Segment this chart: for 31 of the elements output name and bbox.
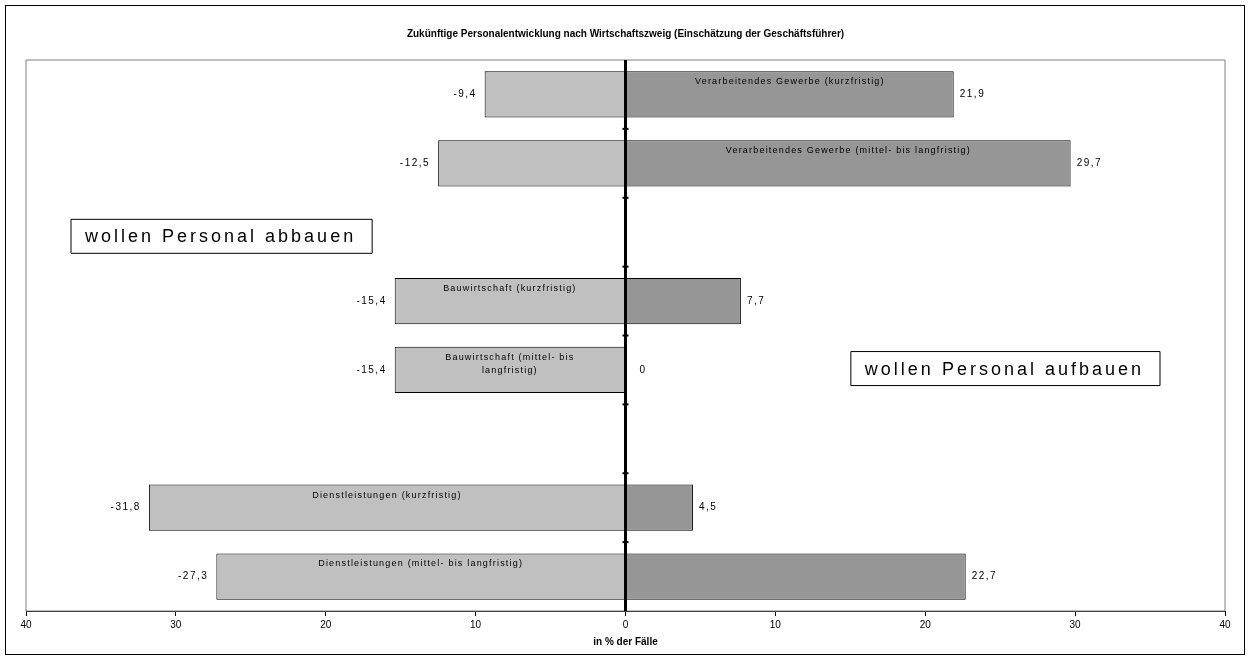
x-tick-label: 20 (320, 618, 332, 630)
x-tick-label: 10 (769, 618, 782, 630)
data-label: -9,4 (453, 88, 477, 100)
y-tick-label: Verarbeitendes Gewerbe (mittel- bis langfristig) (725, 145, 971, 156)
data-label: 21,9 (959, 88, 986, 100)
data-label: -31,8 (110, 501, 141, 513)
data-label: -15,4 (356, 294, 387, 306)
data-label: 0 (639, 363, 647, 375)
y-tick-label: Bauwirtschaft (mittel- bis langfristig) (445, 351, 575, 375)
data-label: 29,7 (1076, 157, 1103, 169)
x-tick-label: 40 (20, 618, 32, 630)
y-tick-label: Verarbeitendes Gewerbe (kurzfristig) (694, 76, 885, 87)
annotation: wollen Personal aufbauen (863, 358, 1145, 379)
x-tick-label: 30 (170, 618, 182, 630)
chart-title: Zukünftige Personalentwicklung nach Wirtschaftszweig (Einschätzung der Geschäftsführer) (406, 27, 845, 39)
x-tick-label: 0 (622, 618, 629, 630)
x-tick-label: 40 (1219, 618, 1231, 630)
data-label: -12,5 (399, 157, 431, 169)
data-label: 22,7 (971, 570, 998, 582)
x-tick-label: 10 (470, 618, 482, 630)
y-tick-label: Bauwirtschaft (kurzfristig) (443, 282, 577, 293)
annotation: wollen Personal abbauen (84, 226, 357, 247)
x-axis-title: in % der Fälle (593, 635, 659, 647)
data-label: 7,7 (746, 294, 766, 306)
data-label: -15,4 (356, 363, 387, 375)
data-label: -27,3 (178, 570, 209, 582)
x-tick-label: 30 (1069, 618, 1082, 630)
x-tick-label: 20 (919, 618, 932, 630)
y-tick-label: Dienstleistungen (kurzfristig) (312, 489, 462, 500)
y-tick-label: Dienstleistungen (mittel- bis langfristig) (318, 558, 524, 569)
data-label: 4,5 (698, 501, 718, 513)
